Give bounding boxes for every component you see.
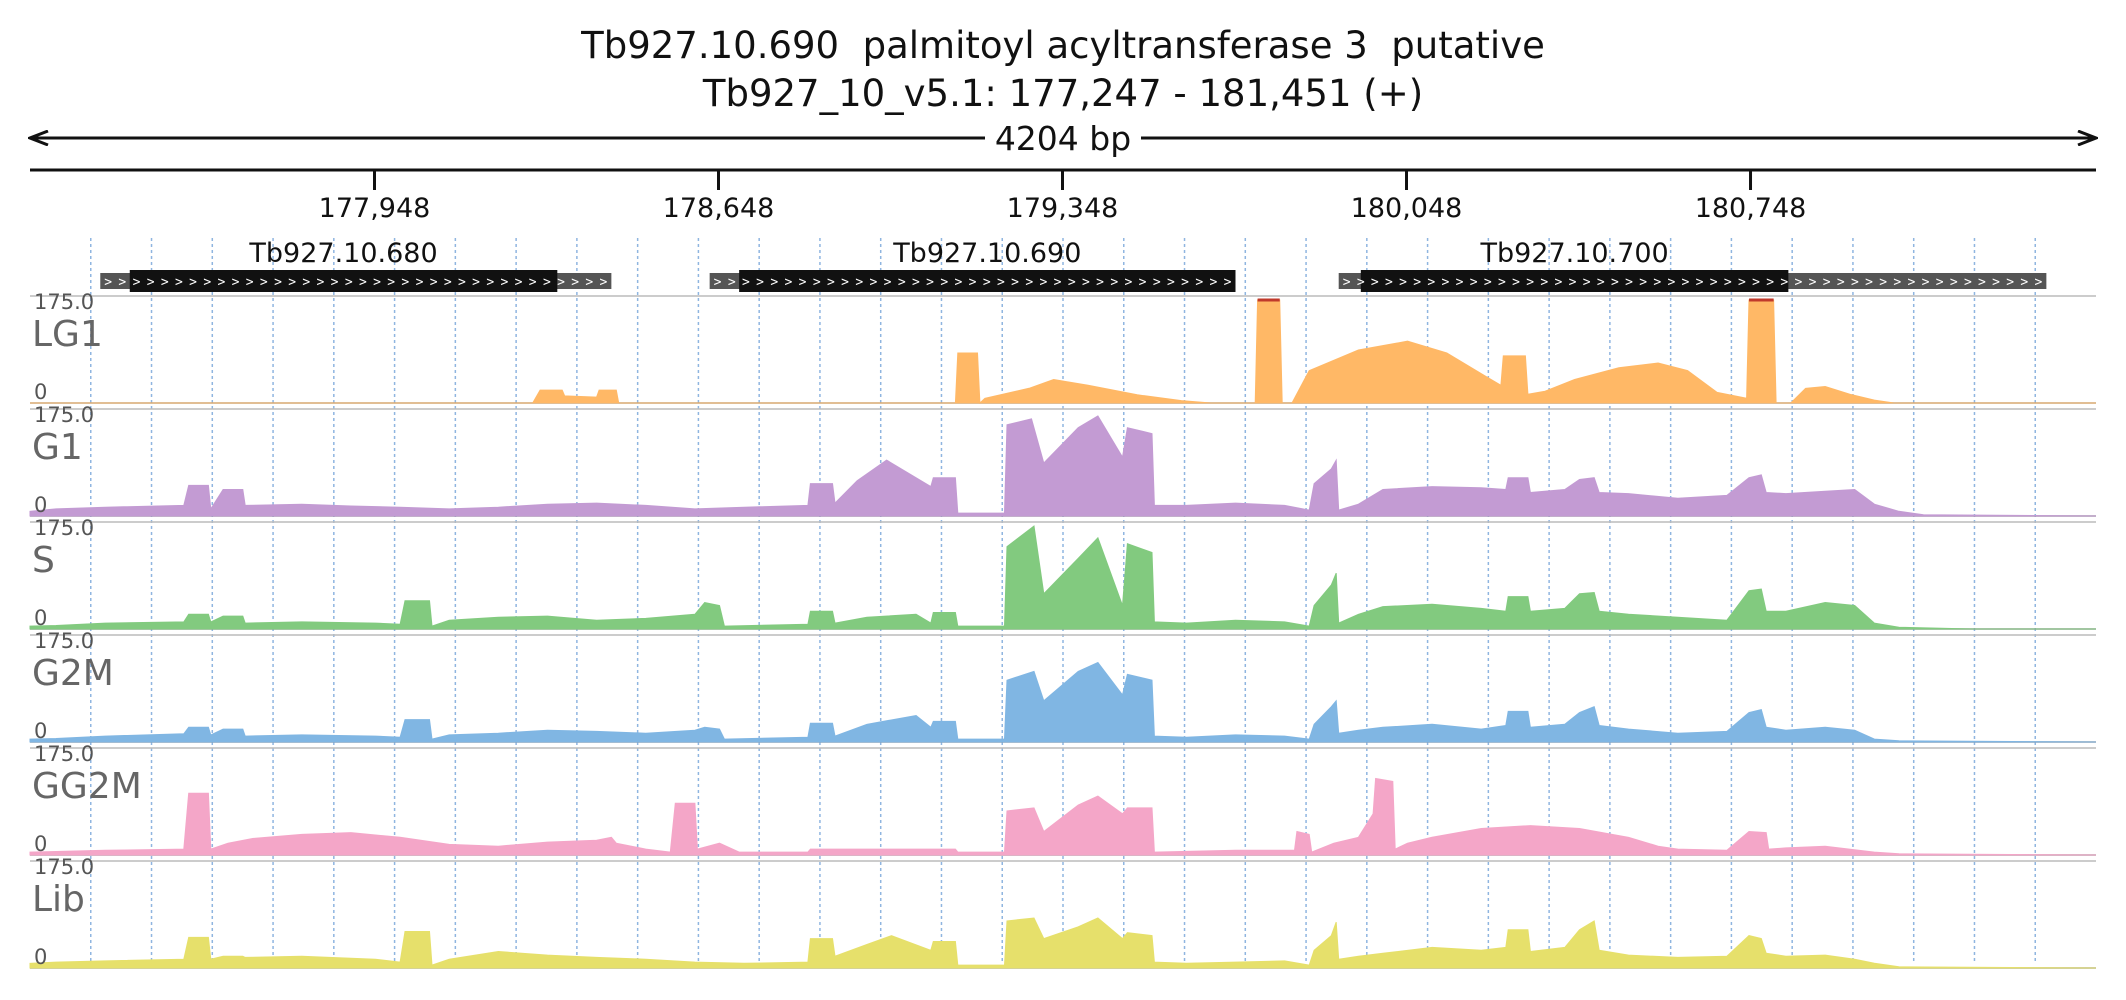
gene-cds (739, 270, 1236, 292)
ruler-tick-label: 180,748 (1695, 193, 1807, 224)
coverage-area (29, 415, 2097, 517)
track-min-label: 0 (34, 380, 47, 404)
track-min-label: 0 (34, 606, 47, 630)
ruler-tick-label: 179,348 (1007, 193, 1119, 224)
track-name: G2M (32, 653, 114, 694)
track-name: GG2M (32, 766, 142, 807)
ruler-ticks: 177,948 178,648 179,348 180,048 180,748 (319, 170, 1807, 224)
track-g1: 175.0 0 G1 (29, 403, 2097, 517)
gene-label: Tb927.10.690 (892, 238, 1081, 269)
track-max-label: 175.0 (34, 403, 94, 427)
track-min-label: 0 (34, 832, 47, 856)
ruler-tick-label: 177,948 (319, 193, 431, 224)
coverage-area (29, 661, 2097, 743)
gene-models: >>>>>>>>>>>>>>>>>>>>>>>>>>>>>>>>>>>>Tb92… (100, 238, 2047, 292)
gene-label: Tb927.10.700 (1479, 238, 1668, 269)
track-min-label: 0 (34, 719, 47, 743)
track-max-label: 175.0 (34, 290, 94, 314)
chart-subtitle: Tb927_10_v5.1: 177,247 - 181,451 (+) (702, 72, 1423, 115)
span-label: 4204 bp (995, 119, 1131, 158)
ruler-tick-label: 178,648 (663, 193, 775, 224)
track-s: 175.0 0 S (29, 516, 2096, 630)
coverage-area (29, 525, 2096, 630)
track-name: G1 (32, 427, 83, 468)
gene-strand-arrows: >>>>>>>>>>>>>>>>>>>>>>>>>>>>>>>>>>>>> (714, 275, 1232, 290)
coverage-tracks: 175.00LG1175.00G1175.00S175.00G2M175.00G… (29, 290, 2097, 969)
gene-cds (1360, 270, 1789, 292)
track-gg2m: 175.0 0 GG2M (29, 742, 2097, 856)
track-max-label: 175.0 (34, 629, 94, 653)
gene-label: Tb927.10.680 (248, 238, 437, 269)
coverage-area (29, 777, 2097, 856)
track-min-label: 0 (34, 493, 47, 517)
track-g2m: 175.0 0 G2M (29, 629, 2097, 743)
coverage-area (29, 917, 2097, 969)
track-lg1: 175.0 0 LG1 (30, 290, 2096, 405)
track-max-label: 175.0 (34, 855, 94, 879)
track-max-label: 175.0 (34, 516, 94, 540)
track-max-label: 175.0 (34, 742, 94, 766)
coverage-area (30, 299, 2096, 405)
track-name: LG1 (32, 314, 103, 355)
track-min-label: 0 (34, 945, 47, 969)
gene-cds (129, 270, 558, 292)
track-name: Lib (32, 879, 85, 920)
ruler-tick-label: 180,048 (1351, 193, 1463, 224)
chart-title: Tb927.10.690 palmitoyl acyltransferase 3… (580, 24, 1545, 67)
track-name: S (32, 540, 55, 581)
track-lib: 175.0 0 Lib (29, 855, 2097, 969)
